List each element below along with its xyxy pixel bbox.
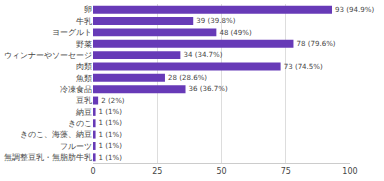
svg-text:きのこ: きのこ — [68, 119, 92, 128]
svg-text:34 (34.7%): 34 (34.7%) — [183, 50, 222, 59]
svg-text:39 (39.8%): 39 (39.8%) — [196, 16, 235, 25]
svg-text:フルーツ: フルーツ — [60, 142, 92, 151]
svg-text:0: 0 — [90, 167, 95, 176]
svg-text:78 (79.6%): 78 (79.6%) — [297, 39, 336, 48]
svg-text:野菜: 野菜 — [76, 40, 92, 49]
svg-text:きのこ、海藻、納豆: きのこ、海藻、納豆 — [20, 130, 92, 139]
svg-text:48 (49%): 48 (49%) — [219, 28, 252, 37]
svg-text:ウィンナーやソーセージ: ウィンナーやソーセージ — [4, 51, 92, 60]
svg-text:1 (1%): 1 (1%) — [99, 118, 123, 127]
svg-text:牛乳: 牛乳 — [76, 17, 92, 26]
svg-text:36 (36.7%): 36 (36.7%) — [189, 84, 228, 93]
svg-text:魚類: 魚類 — [76, 74, 92, 83]
svg-text:無調整豆乳・無脂肪牛乳: 無調整豆乳・無脂肪牛乳 — [4, 153, 92, 162]
svg-text:豆乳: 豆乳 — [76, 96, 92, 105]
svg-text:93 (94.9%): 93 (94.9%) — [335, 5, 374, 14]
svg-text:73 (74.5%): 73 (74.5%) — [284, 62, 323, 71]
svg-text:1 (1%): 1 (1%) — [99, 141, 123, 150]
svg-text:1 (1%): 1 (1%) — [99, 107, 123, 116]
svg-text:卵: 卵 — [84, 5, 92, 14]
svg-text:75: 75 — [281, 167, 291, 176]
svg-text:1 (1%): 1 (1%) — [99, 153, 123, 162]
svg-text:肉類: 肉類 — [76, 62, 92, 71]
svg-text:100: 100 — [342, 167, 357, 176]
svg-text:納豆: 納豆 — [76, 108, 92, 117]
svg-text:25: 25 — [152, 167, 162, 176]
svg-text:ヨーグルト: ヨーグルト — [52, 28, 92, 37]
svg-text:28 (28.6%): 28 (28.6%) — [168, 73, 207, 82]
svg-text:2 (2%): 2 (2%) — [101, 96, 125, 105]
svg-text:50: 50 — [216, 167, 226, 176]
svg-text:冷凍食品: 冷凍食品 — [60, 85, 92, 94]
svg-text:1 (1%): 1 (1%) — [99, 130, 123, 139]
